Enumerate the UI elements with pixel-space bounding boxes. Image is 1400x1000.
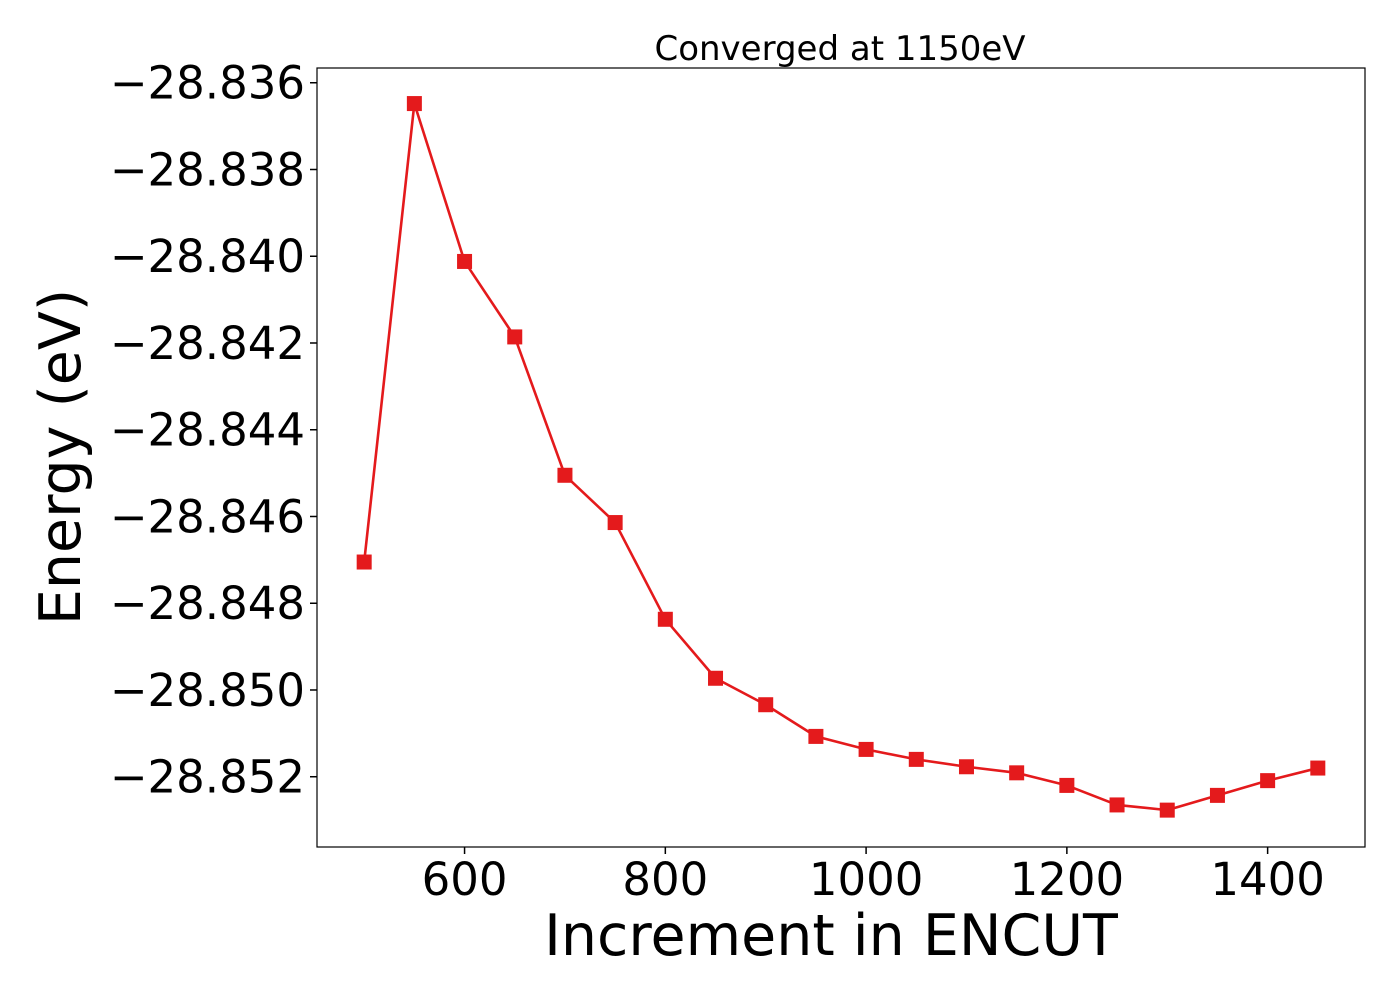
data-point	[1009, 765, 1025, 781]
x-axis: 600 800 1000 1200 1400	[422, 847, 1325, 906]
data-point	[507, 329, 523, 345]
chart-title: Converged at 1150eV	[654, 29, 1025, 69]
y-tick-label: −28.852	[110, 751, 305, 804]
data-point	[356, 554, 372, 570]
y-axis-label: Energy (eV)	[28, 289, 94, 625]
x-tick-label: 600	[422, 853, 508, 906]
series-line	[362, 102, 1320, 812]
y-tick-label: −28.848	[110, 577, 305, 630]
data-point	[958, 759, 974, 775]
data-point	[808, 728, 824, 744]
y-tick-label: −28.836	[110, 57, 305, 110]
y-tick-label: −28.842	[110, 317, 305, 370]
data-point	[758, 697, 774, 713]
data-point	[657, 611, 673, 627]
data-point	[557, 467, 573, 483]
x-tick-label: 1400	[1210, 853, 1325, 906]
y-tick-label: −28.838	[110, 143, 305, 196]
x-tick-label: 800	[622, 853, 708, 906]
data-point	[858, 741, 874, 757]
data-point	[1159, 802, 1175, 818]
data-point	[1109, 797, 1125, 813]
series-layer	[356, 96, 1326, 818]
y-tick-label: −28.850	[110, 664, 305, 717]
plot-frame	[316, 67, 1366, 848]
y-axis: −28.836 −28.838 −28.840 −28.842 −28.844 −28.8…	[110, 57, 317, 804]
data-point	[1059, 777, 1075, 793]
x-tick-label: 1200	[1010, 853, 1125, 906]
data-point	[908, 751, 924, 767]
y-tick-label: −28.844	[110, 404, 305, 457]
y-tick-label: −28.846	[110, 490, 305, 543]
data-point	[607, 515, 623, 531]
data-point	[1260, 773, 1276, 789]
y-tick-label: −28.840	[110, 230, 305, 283]
data-point	[457, 253, 473, 269]
data-point	[708, 670, 724, 686]
x-axis-label: Increment in ENCUT	[544, 903, 1118, 969]
data-point	[1310, 760, 1326, 776]
data-point	[1209, 787, 1225, 803]
x-tick-label: 1000	[809, 853, 924, 906]
data-point	[406, 96, 422, 112]
